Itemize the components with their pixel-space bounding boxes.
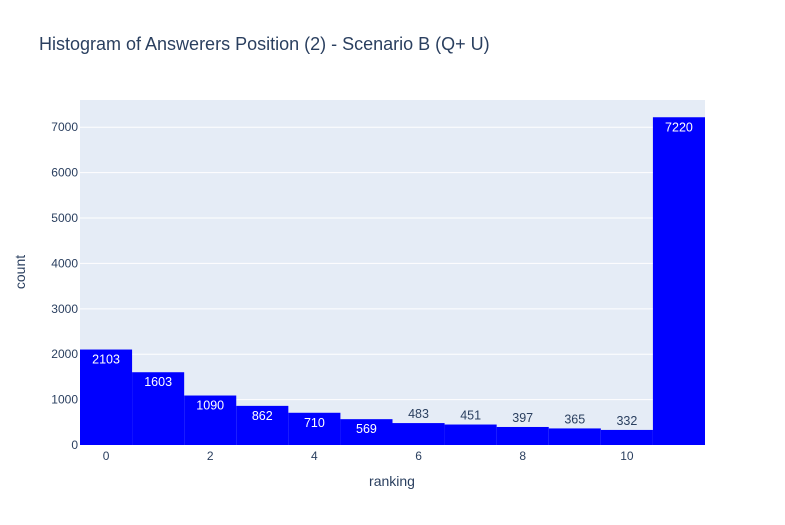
y-tick-label: 0 <box>71 438 78 452</box>
x-tick-label: 8 <box>519 449 526 463</box>
chart-title: Histogram of Answerers Position (2) - Sc… <box>39 34 490 54</box>
bar <box>340 419 393 445</box>
bar <box>184 395 237 445</box>
x-tick-label: 6 <box>415 449 422 463</box>
bar <box>548 428 601 445</box>
bars <box>80 117 705 445</box>
bar-value-label: 569 <box>356 422 377 436</box>
y-axis-ticks: 0 1000 2000 3000 4000 5000 6000 7000 <box>51 120 78 452</box>
bar-value-label: 365 <box>564 412 585 426</box>
y-tick-label: 2000 <box>51 347 78 361</box>
bar-value-label: 1090 <box>196 399 224 413</box>
bar <box>444 424 497 445</box>
bar-value-label: 7220 <box>665 120 693 134</box>
bar <box>392 423 445 445</box>
x-tick-label: 4 <box>311 449 318 463</box>
bar-value-label: 397 <box>512 411 533 425</box>
x-axis-label: ranking <box>369 473 415 489</box>
x-axis-ticks: 0 2 4 6 8 10 <box>103 449 634 463</box>
x-tick-label: 10 <box>620 449 634 463</box>
y-tick-label: 7000 <box>51 120 78 134</box>
plot-area <box>80 100 705 445</box>
bar <box>132 372 185 445</box>
x-tick-label: 0 <box>103 449 110 463</box>
bar <box>496 426 549 445</box>
bar <box>80 349 133 445</box>
bar <box>600 429 653 445</box>
bar-value-label: 332 <box>616 414 637 428</box>
bar-value-label: 451 <box>460 409 481 423</box>
y-axis-label: count <box>12 255 28 289</box>
y-tick-label: 3000 <box>51 302 78 316</box>
y-tick-label: 1000 <box>51 393 78 407</box>
x-tick-label: 2 <box>207 449 214 463</box>
bar-value-label: 483 <box>408 407 429 421</box>
bar-value-label: 710 <box>304 416 325 430</box>
y-tick-label: 4000 <box>51 256 78 270</box>
y-tick-label: 5000 <box>51 211 78 225</box>
bar-labels: 2103 1603 1090 862 710 569 483 451 397 365 332 7220 <box>92 120 693 436</box>
bar-value-label: 2103 <box>92 353 120 367</box>
y-tick-label: 6000 <box>51 166 78 180</box>
bar-value-label: 862 <box>252 409 273 423</box>
bar-value-label: 1603 <box>144 375 172 389</box>
bar <box>652 117 705 445</box>
bar <box>288 412 341 445</box>
bar <box>236 405 289 445</box>
